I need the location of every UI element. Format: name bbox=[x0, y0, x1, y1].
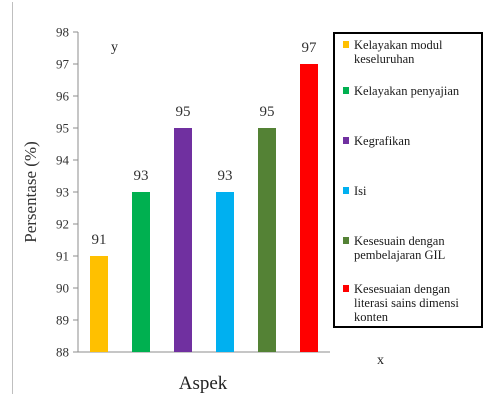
legend-swatch bbox=[343, 87, 349, 94]
bar-value-label: 95 bbox=[176, 104, 191, 120]
legend-label: Kesesuaian dengan literasi sains dimensi… bbox=[354, 282, 459, 324]
bar-value-label: 93 bbox=[218, 168, 233, 184]
bar-value-label: 95 bbox=[260, 104, 275, 120]
legend-item: Kelayakan penyajian bbox=[343, 84, 481, 98]
legend-swatch bbox=[343, 187, 349, 194]
y-tick-label: 89 bbox=[56, 313, 69, 328]
bar-4 bbox=[216, 192, 234, 352]
y-tick-label: 92 bbox=[56, 217, 69, 232]
bar-5 bbox=[258, 128, 276, 352]
chart-frame-left-edge bbox=[12, 2, 13, 394]
legend-swatch bbox=[343, 41, 349, 48]
legend-swatch bbox=[343, 237, 349, 244]
chart-bars bbox=[90, 64, 318, 352]
y-marker-label: y bbox=[111, 40, 118, 55]
legend-label: Isi bbox=[354, 184, 367, 198]
y-tick-label: 94 bbox=[56, 153, 70, 168]
legend-label: Kegrafikan bbox=[354, 134, 411, 148]
y-tick-label: 93 bbox=[56, 185, 69, 200]
legend-swatch bbox=[343, 285, 349, 292]
bar-1 bbox=[90, 256, 108, 352]
legend-label: Kelayakan modul keseluruhan bbox=[354, 38, 443, 66]
y-tick-label: 98 bbox=[56, 25, 69, 40]
y-tick-label: 91 bbox=[56, 249, 69, 264]
legend-swatch bbox=[343, 137, 349, 144]
y-tick-label: 96 bbox=[56, 89, 70, 104]
y-tick-label: 95 bbox=[56, 121, 69, 136]
x-axis-title: Aspek bbox=[179, 373, 228, 394]
legend-item: Kelayakan modul keseluruhan bbox=[343, 38, 481, 66]
bar-2 bbox=[132, 192, 150, 352]
y-tick-label: 88 bbox=[56, 345, 69, 360]
legend-item: Kesesuain dengan pembelajaran GIL bbox=[343, 234, 481, 262]
chart-data-labels: 91 93 95 93 95 97 bbox=[92, 40, 318, 248]
bar-value-label: 93 bbox=[134, 168, 149, 184]
legend-item: Isi bbox=[343, 184, 481, 198]
chart-axes: 88 89 90 91 92 93 94 95 96 97 98 bbox=[56, 25, 330, 360]
y-tick-label: 90 bbox=[56, 281, 69, 296]
bar-3 bbox=[174, 128, 192, 352]
x-marker-label: x bbox=[377, 353, 384, 368]
bar-6 bbox=[300, 64, 318, 352]
legend-item: Kesesuaian dengan literasi sains dimensi… bbox=[343, 282, 481, 324]
y-tick-label: 97 bbox=[56, 57, 70, 72]
bar-value-label: 97 bbox=[302, 40, 318, 56]
legend-label: Kesesuain dengan pembelajaran GIL bbox=[354, 234, 446, 262]
legend-label: Kelayakan penyajian bbox=[354, 84, 460, 98]
y-axis-title: Persentase (%) bbox=[21, 141, 40, 243]
legend-item: Kegrafikan bbox=[343, 134, 481, 148]
chart-legend: Kelayakan modul keseluruhan Kelayakan pen… bbox=[333, 32, 483, 328]
bar-value-label: 91 bbox=[92, 232, 107, 248]
